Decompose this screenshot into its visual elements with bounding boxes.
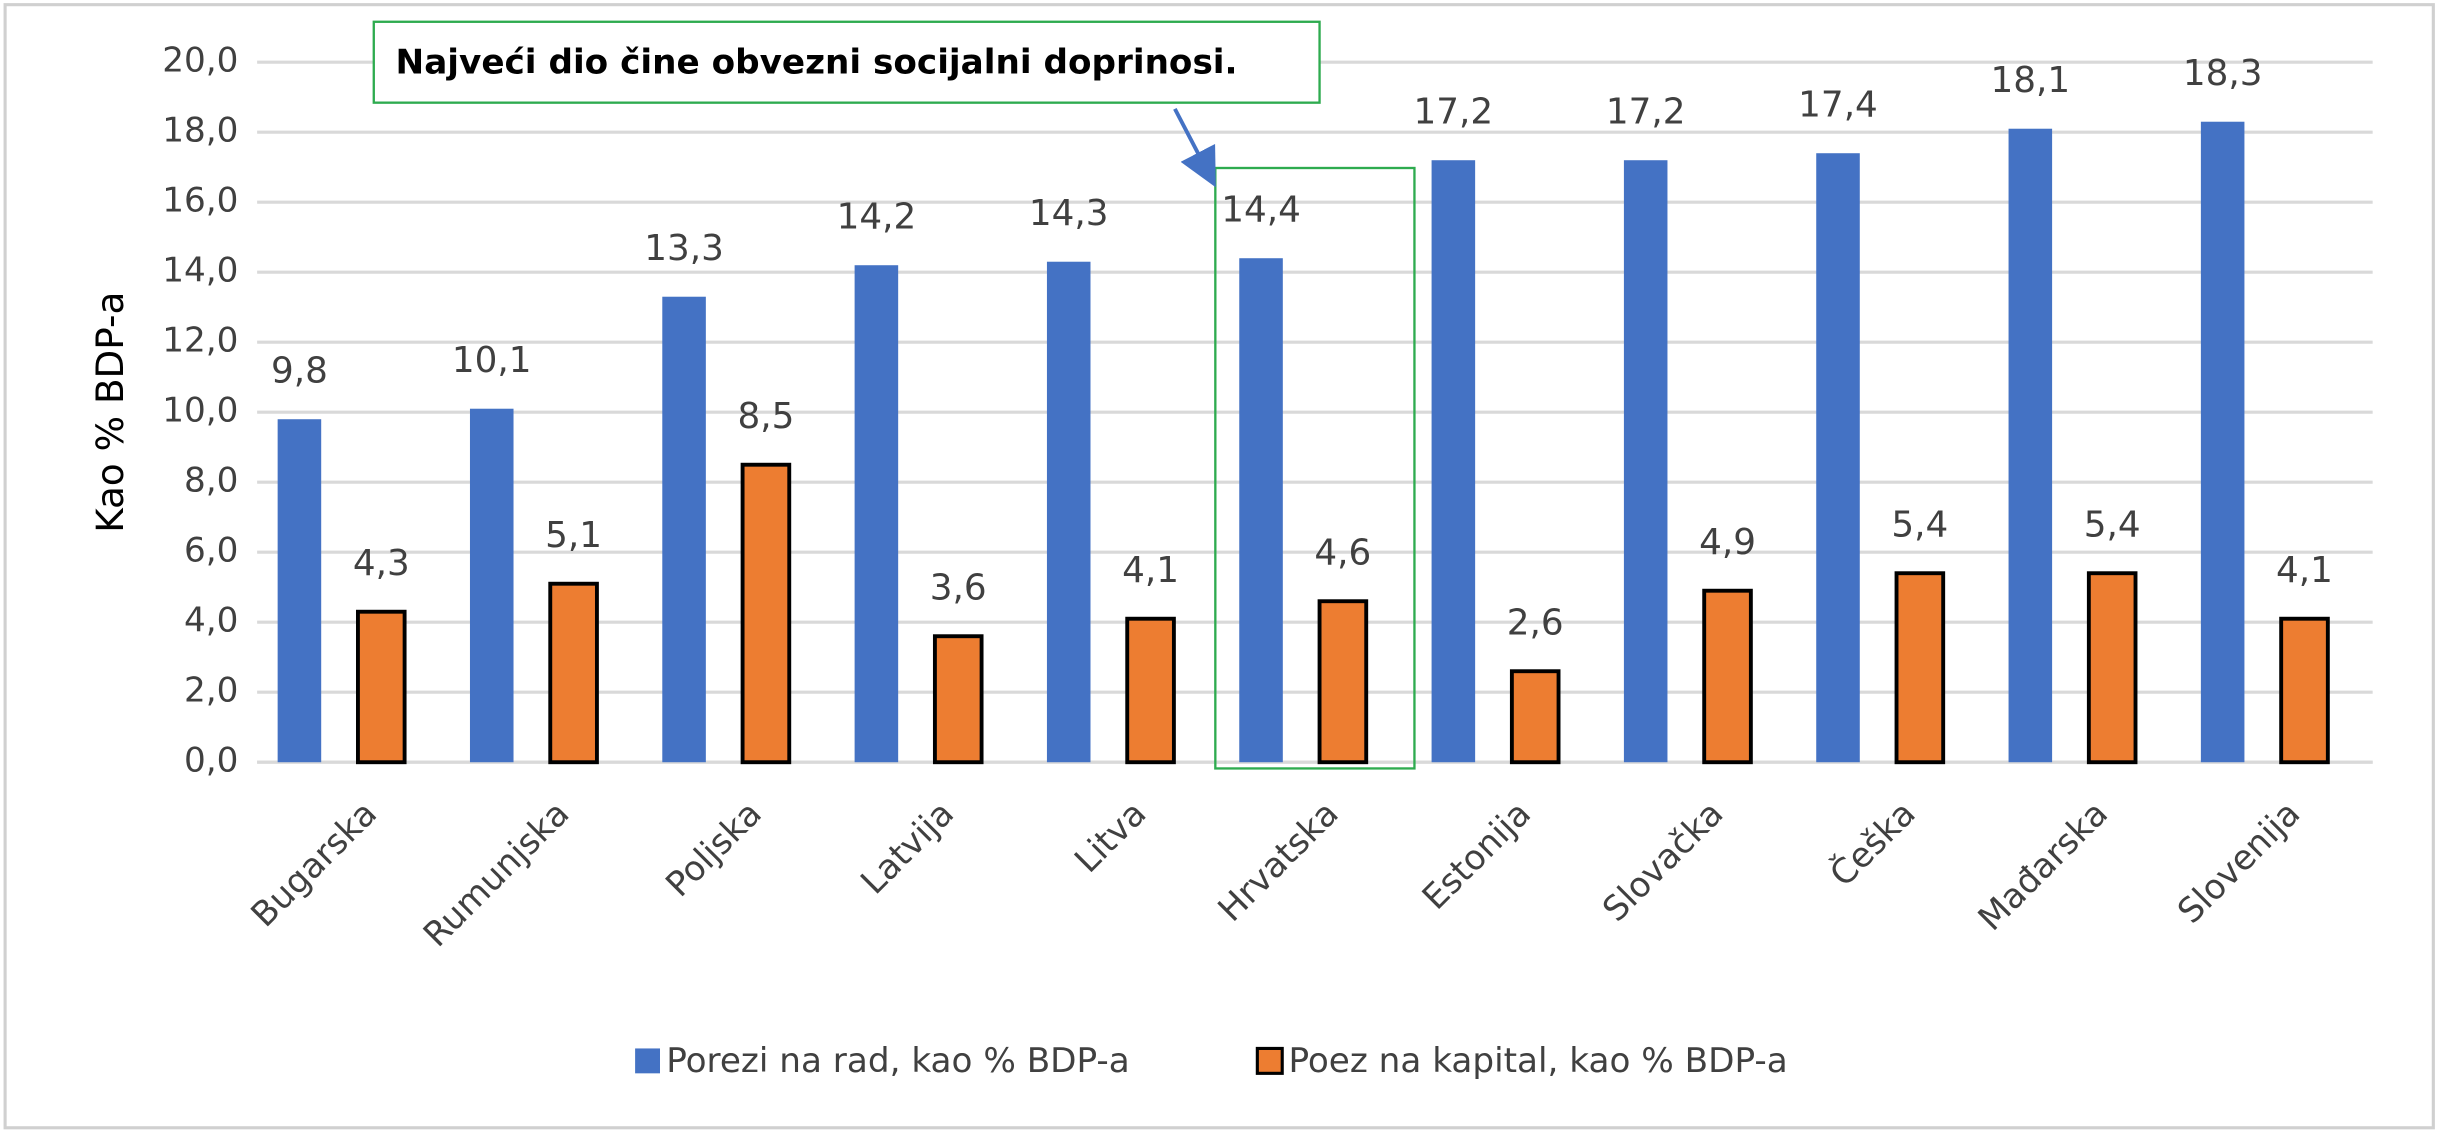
bar bbox=[1431, 160, 1476, 763]
bar bbox=[932, 634, 984, 765]
data-label: 14,4 bbox=[1221, 190, 1301, 231]
data-label: 5,4 bbox=[1891, 505, 1948, 546]
bar bbox=[469, 408, 514, 763]
data-label: 14,3 bbox=[1029, 193, 1109, 234]
y-tick-label: 18,0 bbox=[162, 111, 238, 151]
data-label: 13,3 bbox=[644, 228, 724, 269]
data-label: 4,1 bbox=[2276, 550, 2333, 591]
bar bbox=[277, 419, 322, 763]
data-label: 5,4 bbox=[2084, 505, 2141, 546]
data-label: 3,6 bbox=[930, 568, 987, 609]
data-label: 17,2 bbox=[1606, 92, 1686, 133]
y-tick-label: 10,0 bbox=[162, 391, 238, 431]
data-label: 14,2 bbox=[837, 197, 917, 238]
bar bbox=[2200, 121, 2245, 763]
data-label: 4,1 bbox=[1122, 550, 1179, 591]
data-label: 8,5 bbox=[737, 396, 794, 437]
data-label: 5,1 bbox=[545, 515, 602, 556]
data-label: 18,1 bbox=[1991, 60, 2071, 101]
y-tick-label: 0,0 bbox=[184, 741, 238, 781]
data-label: 2,6 bbox=[1507, 603, 1564, 644]
y-tick-label: 12,0 bbox=[162, 321, 238, 361]
annotation-box bbox=[372, 20, 1321, 104]
legend-swatch bbox=[635, 1048, 660, 1074]
y-tick-label: 2,0 bbox=[184, 671, 238, 711]
data-label: 18,3 bbox=[2183, 53, 2263, 94]
bar bbox=[1125, 616, 1176, 765]
bar bbox=[854, 265, 899, 763]
bar bbox=[662, 296, 706, 763]
bar bbox=[1509, 669, 1561, 765]
y-tick-label: 6,0 bbox=[184, 531, 238, 571]
data-label: 4,3 bbox=[353, 543, 410, 584]
highlight-box bbox=[1214, 166, 1416, 770]
bar bbox=[1317, 599, 1369, 765]
y-axis-label: Kao % BDP-a bbox=[88, 292, 132, 533]
data-label: 4,6 bbox=[1314, 533, 1371, 574]
bar bbox=[2008, 128, 2053, 763]
y-tick-label: 4,0 bbox=[184, 601, 238, 641]
bar bbox=[1239, 258, 1283, 763]
data-label: 17,4 bbox=[1798, 85, 1878, 126]
bar bbox=[2086, 571, 2138, 765]
bar bbox=[355, 609, 407, 765]
legend-swatch bbox=[1255, 1046, 1284, 1075]
bar bbox=[1623, 160, 1668, 763]
bar bbox=[740, 462, 792, 765]
y-tick-label: 8,0 bbox=[184, 461, 238, 501]
data-label: 9,8 bbox=[271, 351, 328, 392]
bar bbox=[1816, 153, 1860, 763]
data-label: 17,2 bbox=[1414, 92, 1494, 133]
legend-label: Poez na kapital, kao % BDP-a bbox=[1288, 1041, 1787, 1081]
data-label: 4,9 bbox=[1699, 522, 1756, 563]
legend-label: Porezi na rad, kao % BDP-a bbox=[666, 1041, 1130, 1081]
y-tick-label: 14,0 bbox=[162, 251, 238, 291]
bar bbox=[2279, 616, 2330, 765]
bar bbox=[548, 581, 599, 765]
y-tick-label: 20,0 bbox=[162, 41, 238, 81]
y-tick-label: 16,0 bbox=[162, 181, 238, 221]
annotation-text: Najveći dio čine obvezni socijalni dopri… bbox=[396, 42, 1238, 82]
bar bbox=[1894, 571, 1946, 765]
data-label: 10,1 bbox=[452, 340, 532, 381]
bar bbox=[1702, 588, 1753, 765]
annotation-arrow bbox=[1173, 107, 1216, 188]
bar bbox=[1046, 261, 1091, 763]
